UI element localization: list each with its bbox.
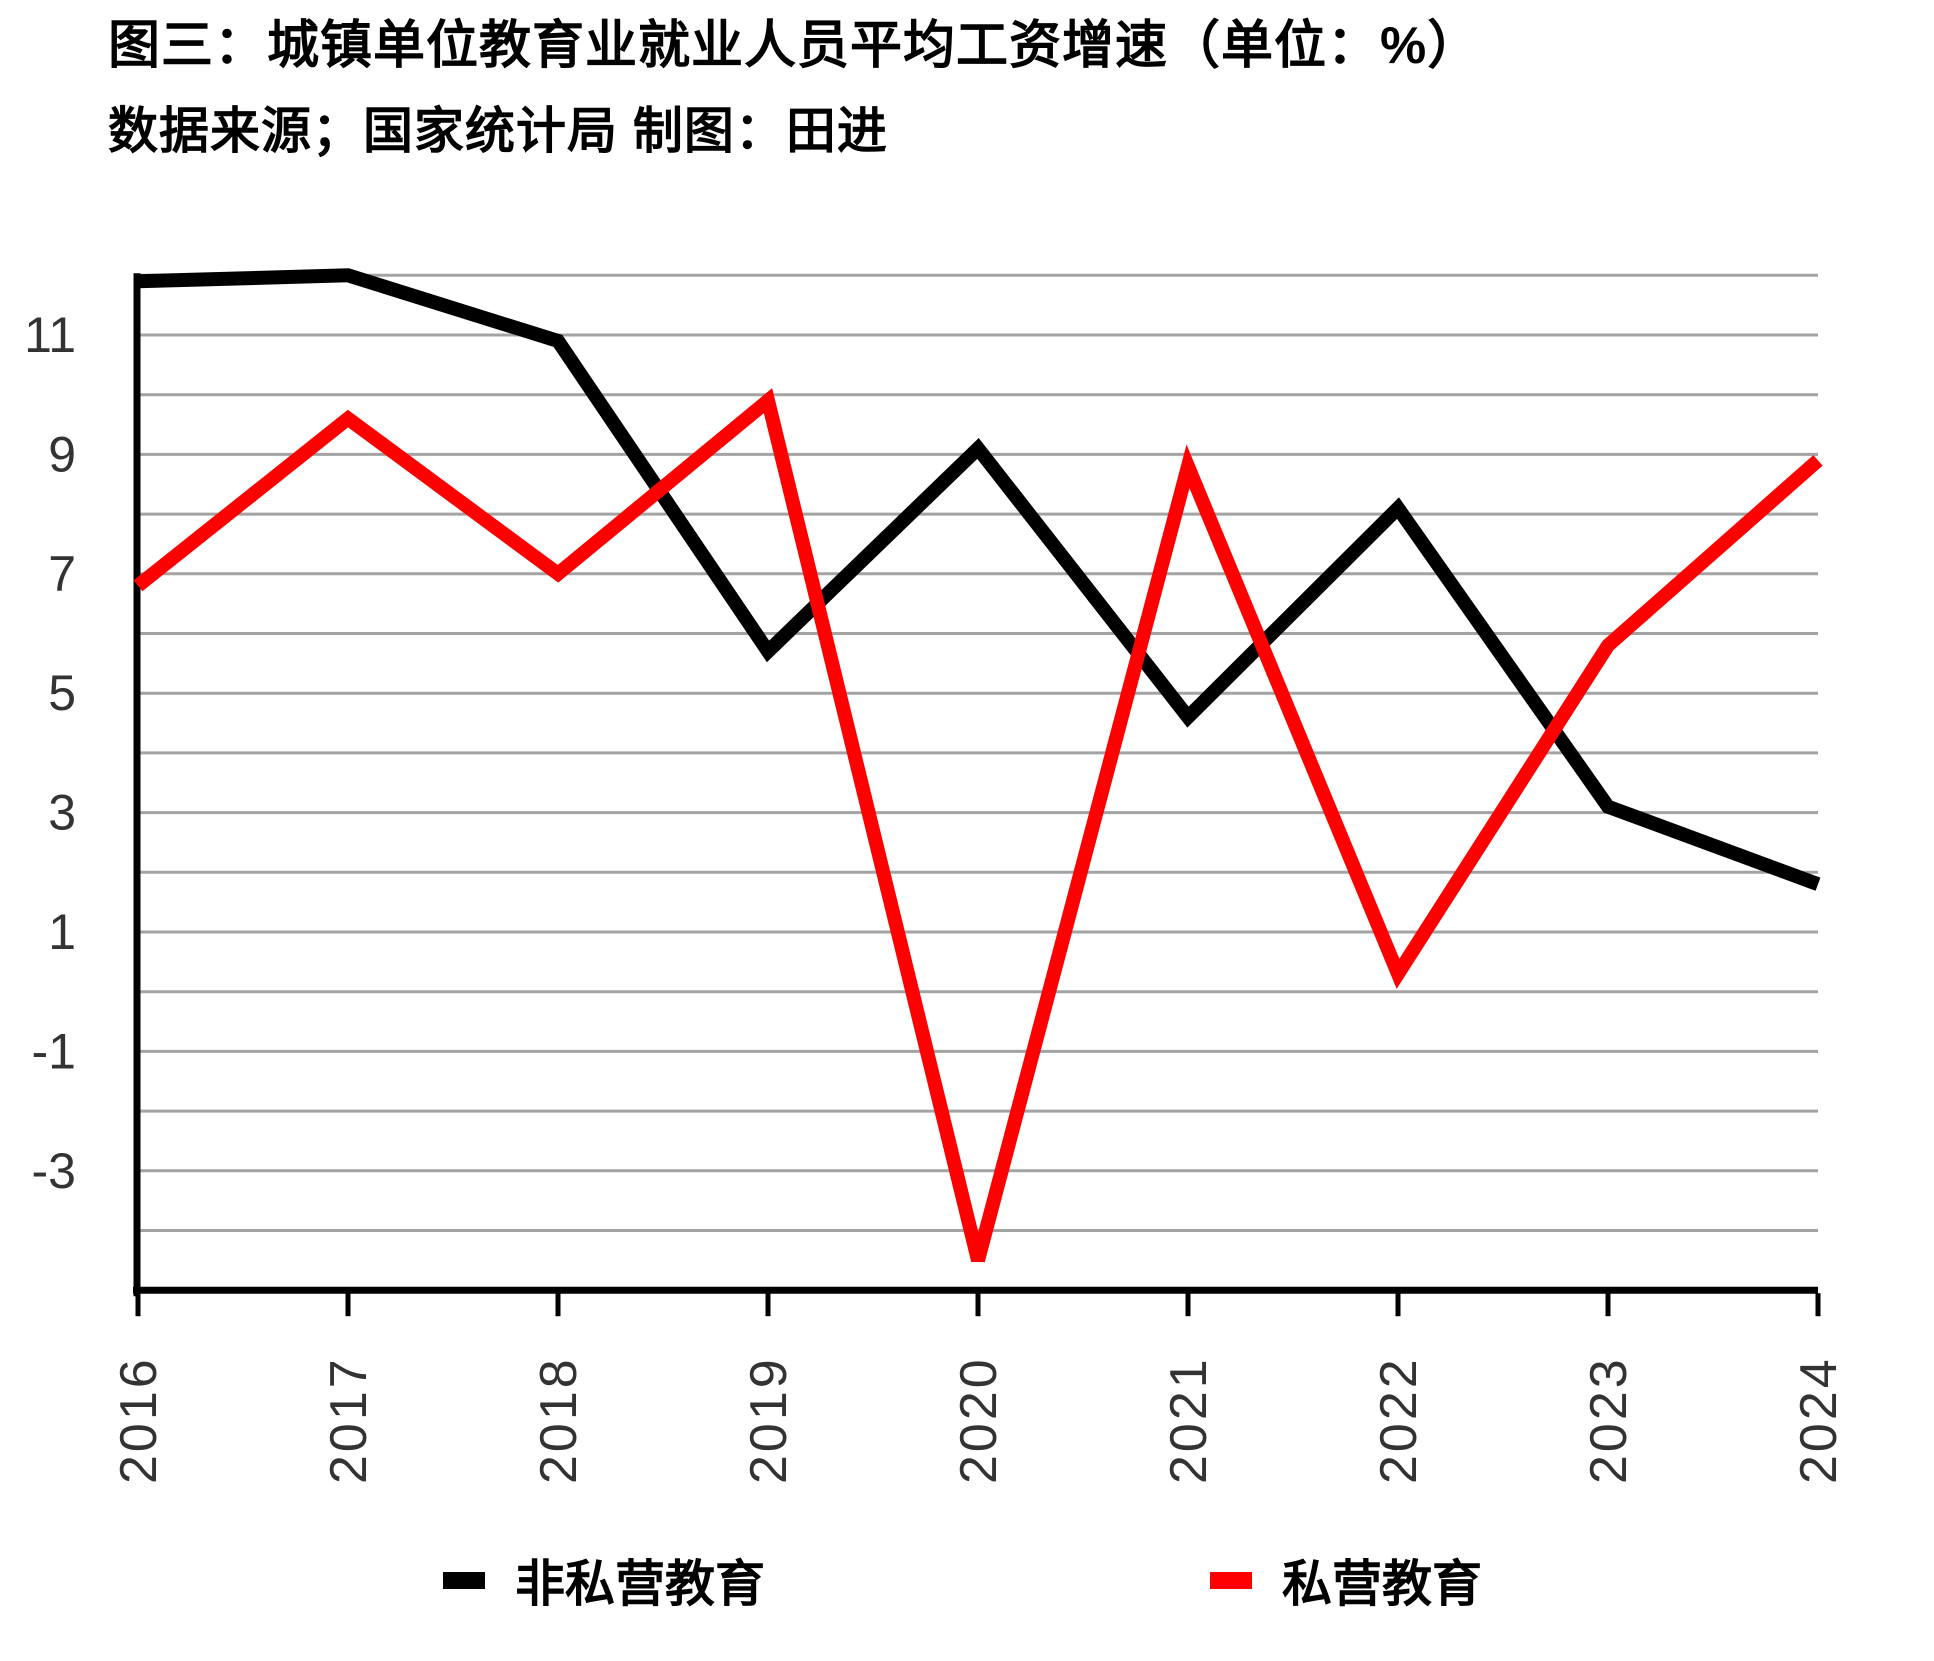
legend-swatch-nonprivate-icon: [443, 1571, 485, 1589]
y-tick-label: 3: [48, 785, 76, 841]
x-tick-label: 2016: [110, 1356, 168, 1484]
chart-title-block: 图三：城镇单位教育业就业人员平均工资增速（单位：%） 数据来源；国家统计局 制图…: [108, 20, 1480, 156]
x-tick-label: 2024: [1790, 1356, 1848, 1484]
x-tick-label: 2020: [950, 1356, 1008, 1484]
x-tick-label: 2023: [1580, 1356, 1638, 1484]
legend-item-nonprivate: 非私营教育: [443, 1544, 765, 1616]
chart-subtitle: 数据来源；国家统计局 制图：田进: [108, 103, 888, 159]
wage-growth-line-chart: 2016 2017 2018 2019 2020 2021 2022 2023 2024 11 9 7…: [24, 268, 1848, 1484]
x-tick-label: 2019: [740, 1356, 798, 1484]
legend-swatch-private-icon: [1210, 1571, 1252, 1589]
x-tick-label: 2021: [1160, 1356, 1218, 1484]
legend-item-private: 私营教育: [1210, 1544, 1482, 1616]
y-tick-label: -3: [32, 1143, 76, 1199]
y-tick-label: 11: [24, 307, 76, 363]
chart-title: 图三：城镇单位教育业就业人员平均工资增速（单位：%）: [108, 17, 1481, 75]
series-line-private: [133, 388, 1823, 1263]
series-line-nonprivate: [137, 268, 1821, 891]
x-tick-label: 2022: [1370, 1356, 1428, 1484]
legend-label-nonprivate: 非私营教育: [515, 1556, 765, 1612]
legend: 非私营教育 私营教育: [0, 1544, 1934, 1624]
y-tick-label: 5: [48, 665, 76, 721]
y-tick-label: 9: [48, 426, 76, 482]
y-tick-label: 7: [48, 546, 76, 602]
x-tick-label: 2017: [320, 1356, 378, 1484]
x-tick-label: 2018: [530, 1356, 588, 1484]
legend-label-private: 私营教育: [1282, 1556, 1482, 1612]
y-tick-label: 1: [48, 904, 76, 960]
y-tick-label: -1: [32, 1023, 76, 1079]
